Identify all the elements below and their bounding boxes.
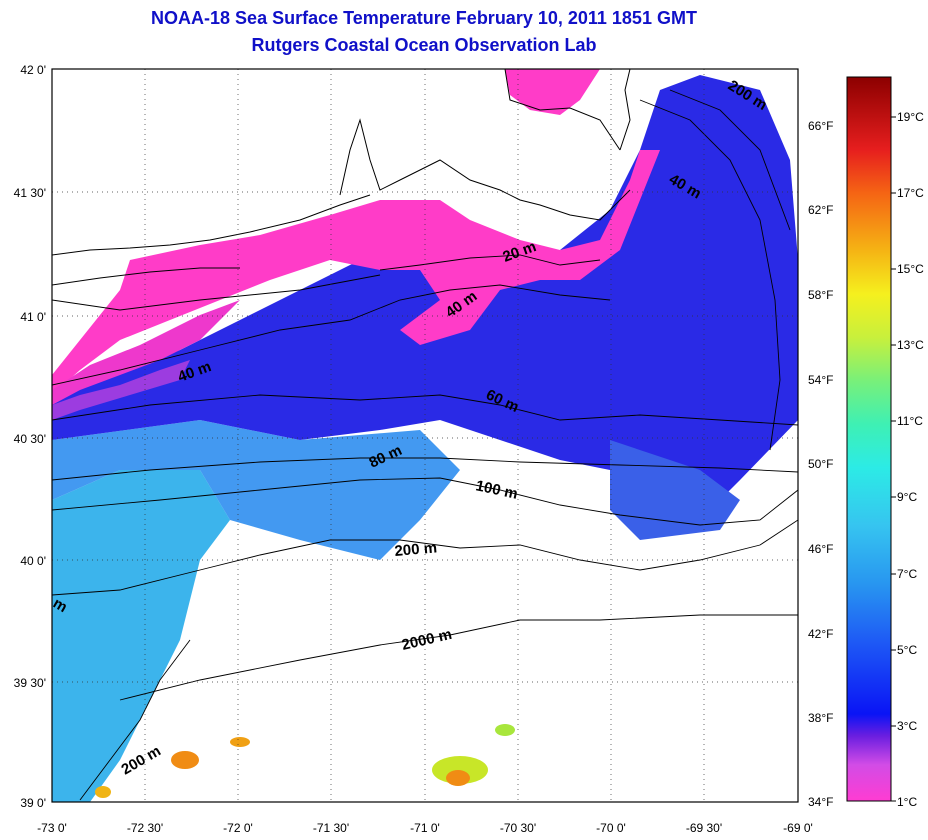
sst-region-blue-east [610,440,740,540]
sst-region-warm-2 [446,770,470,786]
c-label: 13°C [897,338,924,352]
colorbar [846,76,892,802]
contour-40m [52,284,611,386]
map-frame [51,68,799,803]
lat-label: 40 30' [14,432,46,446]
c-label: 3°C [897,719,917,733]
f-label: 50°F [808,457,833,471]
lat-label: 39 0' [20,796,46,810]
f-label: 58°F [808,288,833,302]
contour-60m [52,394,798,426]
contour-100m [52,477,798,526]
latitude-labels: 42 0' 41 30' 41 0' 40 30' 40 0' 39 30' 3… [14,63,46,810]
lon-label: -69 0' [783,821,813,835]
sst-region-warm-4 [230,737,250,747]
f-label: 38°F [808,711,833,725]
c-label: 15°C [897,262,924,276]
lon-label: -70 0' [596,821,626,835]
sst-region-warm-5 [95,786,111,798]
lat-label: 40 0' [20,554,46,568]
f-label: 46°F [808,542,833,556]
sst-region-warm-3 [171,751,199,769]
bathymetry [52,89,798,801]
graticule [52,69,798,802]
coastline-rhode-island [339,118,631,221]
lon-label: -71 0' [410,821,440,835]
contour-200m-sw [79,639,191,801]
lon-label: -72 0' [223,821,253,835]
label-2000m: 2000 m [400,626,453,654]
lon-label: -73 0' [37,821,67,835]
contour-east-shelf-2 [669,89,791,231]
label-200m-main: 200 m [394,539,438,560]
colorbar-ticks [891,116,896,802]
lat-label: 42 0' [20,63,46,77]
coastlines [52,69,631,311]
f-label: 66°F [808,119,833,133]
f-label: 54°F [808,373,833,387]
c-label: 1°C [897,795,917,809]
lon-label: -71 30' [313,821,349,835]
lon-label: -72 30' [127,821,163,835]
coastline-shelf-1 [52,274,381,311]
f-label: 34°F [808,795,833,809]
f-label: 42°F [808,627,833,641]
fahrenheit-labels: 66°F 62°F 58°F 54°F 50°F 46°F 42°F 38°F … [808,119,833,809]
lon-label: -69 30' [686,821,722,835]
c-label: 9°C [897,490,917,504]
lon-label: -70 30' [500,821,536,835]
contour-20m [379,254,601,271]
lat-label: 39 30' [14,676,46,690]
label-100m: 100 m [474,477,519,502]
sst-region-blue [52,75,798,530]
contour-80m [52,457,798,481]
c-label: 11°C [897,414,923,428]
sst-region-cyan [52,470,230,802]
c-label: 5°C [897,643,917,657]
sst-region-warm-1 [432,756,488,784]
c-label: 17°C [897,186,924,200]
lat-label: 41 30' [14,186,46,200]
longitude-labels: -73 0' -72 30' -72 0' -71 30' -71 0' -70… [37,821,813,835]
coastline-long-island [52,194,371,256]
c-label: 19°C [897,110,924,124]
coastline-connecticut [52,267,240,286]
contour-200m-main [52,519,798,596]
sst-region-magenta-bay [505,69,600,115]
sst-region-warm-6 [495,724,515,736]
f-label: 62°F [808,203,833,217]
coastline-cape-cod [504,69,621,151]
map-subtitle: Rutgers Coastal Ocean Observation Lab [251,35,597,55]
sst-region-purple [52,360,190,420]
c-label: 7°C [897,567,917,581]
map-title: NOAA-18 Sea Surface Temperature February… [151,8,697,28]
lat-label: 41 0' [20,310,46,324]
contour-east-shelf [639,99,781,451]
contour-2000m [119,614,798,701]
coastline-cape-cod-outer [619,69,631,151]
sst-region-magenta-coast [52,150,660,395]
sst-imagery [52,69,798,802]
sst-region-magenta-sound [52,300,240,405]
celsius-labels: 19°C 17°C 15°C 13°C 11°C 9°C 7°C 5°C 3°C… [897,110,924,809]
